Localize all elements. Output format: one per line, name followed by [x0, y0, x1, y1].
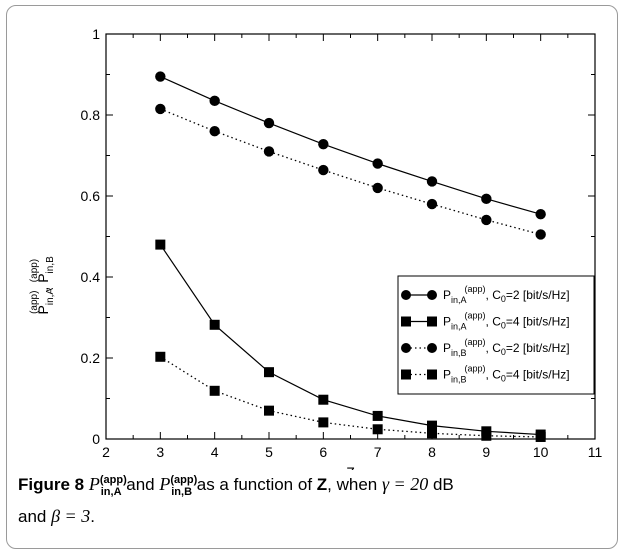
caption-as-function: as a function of: [192, 475, 317, 494]
caption-p-a: P(app)in,A: [88, 474, 127, 498]
series-1-point: [481, 193, 492, 205]
y-tick-label: 0.2: [81, 350, 101, 366]
series-4-point: [481, 430, 492, 441]
x-tick-label: 2: [102, 444, 110, 460]
series-line-3: [160, 108, 541, 236]
x-tick-label: 7: [374, 444, 382, 460]
caption-p-b: P(app)in,B: [159, 474, 198, 498]
series-4-point: [318, 417, 329, 428]
caption-period: .: [90, 506, 95, 526]
series-4-point: [372, 424, 383, 435]
series-2-point: [209, 319, 220, 330]
series-1-point: [263, 117, 275, 129]
legend-label-4: Pin,B(app), C0=4 [bit/s/Hz]: [443, 364, 570, 385]
series-line-1: [160, 75, 541, 215]
x-tick-label: 3: [156, 444, 164, 460]
series-2-point: [427, 420, 437, 431]
figure-caption: Figure 8 P(app)in,A and P(app)in,B as a …: [18, 468, 608, 529]
series-3-point: [263, 146, 275, 157]
series-1-point: [318, 138, 329, 150]
series-1-point: [155, 71, 166, 82]
y-tick-label: 1: [92, 26, 100, 42]
series-2-point: [318, 394, 329, 405]
series-3-point: [209, 126, 220, 137]
legend-label-1: Pin,A(app), C0=2 [bit/s/Hz]: [443, 284, 570, 305]
x-tick-label: 6: [319, 444, 327, 460]
caption-and-1: and: [121, 475, 160, 494]
series-4-point: [264, 405, 274, 416]
series-3-point: [155, 103, 166, 115]
y-tick-label: 0.8: [81, 107, 101, 123]
legend-label-3: Pin,B(app), C0=2 [bit/s/Hz]: [443, 337, 570, 358]
legend-marker-2: [401, 316, 411, 327]
caption-gamma: γ = 20: [381, 474, 429, 494]
x-tick-label: 9: [482, 444, 490, 460]
y-tick-label: 0.6: [81, 188, 101, 204]
series-4-point: [209, 385, 220, 396]
y-axis-label: Pin,A(app), Pin,B(app): [29, 256, 56, 315]
caption-when: , when: [327, 475, 382, 494]
x-tick-label: 10: [533, 444, 549, 460]
legend-marker-3: [401, 343, 411, 353]
series-2-point: [264, 367, 274, 378]
x-tick-label: 5: [265, 444, 273, 460]
caption-db: dB: [428, 475, 454, 494]
series-3-point: [535, 229, 546, 240]
series-4-point: [155, 351, 166, 362]
series-2-point: [372, 410, 383, 421]
y-tick-label: 0: [92, 431, 100, 447]
series-1-point: [426, 176, 438, 187]
series-3-point: [426, 198, 438, 210]
x-tick-label: 11: [588, 444, 603, 460]
chart-legend: Pin,A(app), C0=2 [bit/s/Hz] Pin,A(app), C…: [397, 275, 595, 395]
legend-marker-1: [427, 290, 437, 300]
chart: 2 3 4 5 6 7 8 9 10 11 0 0.2 0.4 0.6 0.8 1 Z Pin,A(app), P…: [29, 26, 602, 470]
caption-and-2: and: [18, 506, 52, 526]
series-line-2: [159, 244, 541, 436]
series-3-point: [372, 182, 383, 194]
legend-marker-1: [401, 290, 411, 300]
x-tick-label: 8: [428, 444, 436, 460]
chart-axes: 2 3 4 5 6 7 8 9 10 11 0 0.2 0.4 0.6 0.8 1 Z Pin,A(app), P…: [29, 26, 602, 470]
x-axis-label: Z: [346, 464, 355, 470]
legend-marker-2: [427, 316, 437, 327]
series-2-point: [155, 239, 166, 250]
series-1-point: [535, 209, 546, 220]
series-4-point: [427, 428, 437, 439]
caption-z: Z: [316, 475, 328, 494]
series-1-point: [372, 158, 383, 169]
series-4-point: [535, 431, 546, 442]
x-tick-label: 4: [211, 444, 219, 460]
chart-series: [155, 71, 546, 442]
series-3-point: [318, 164, 329, 176]
caption-beta: β = 3: [51, 505, 91, 526]
y-tick-label: 0.4: [81, 269, 101, 285]
figure-label: Figure 8: [18, 475, 85, 494]
legend-marker-3: [427, 343, 437, 353]
series-3-point: [481, 214, 492, 226]
legend-marker-4: [401, 369, 411, 380]
legend-label-2: Pin,A(app), C0=4 [bit/s/Hz]: [443, 311, 570, 332]
legend-marker-4: [427, 369, 437, 380]
series-1-point: [209, 95, 220, 107]
